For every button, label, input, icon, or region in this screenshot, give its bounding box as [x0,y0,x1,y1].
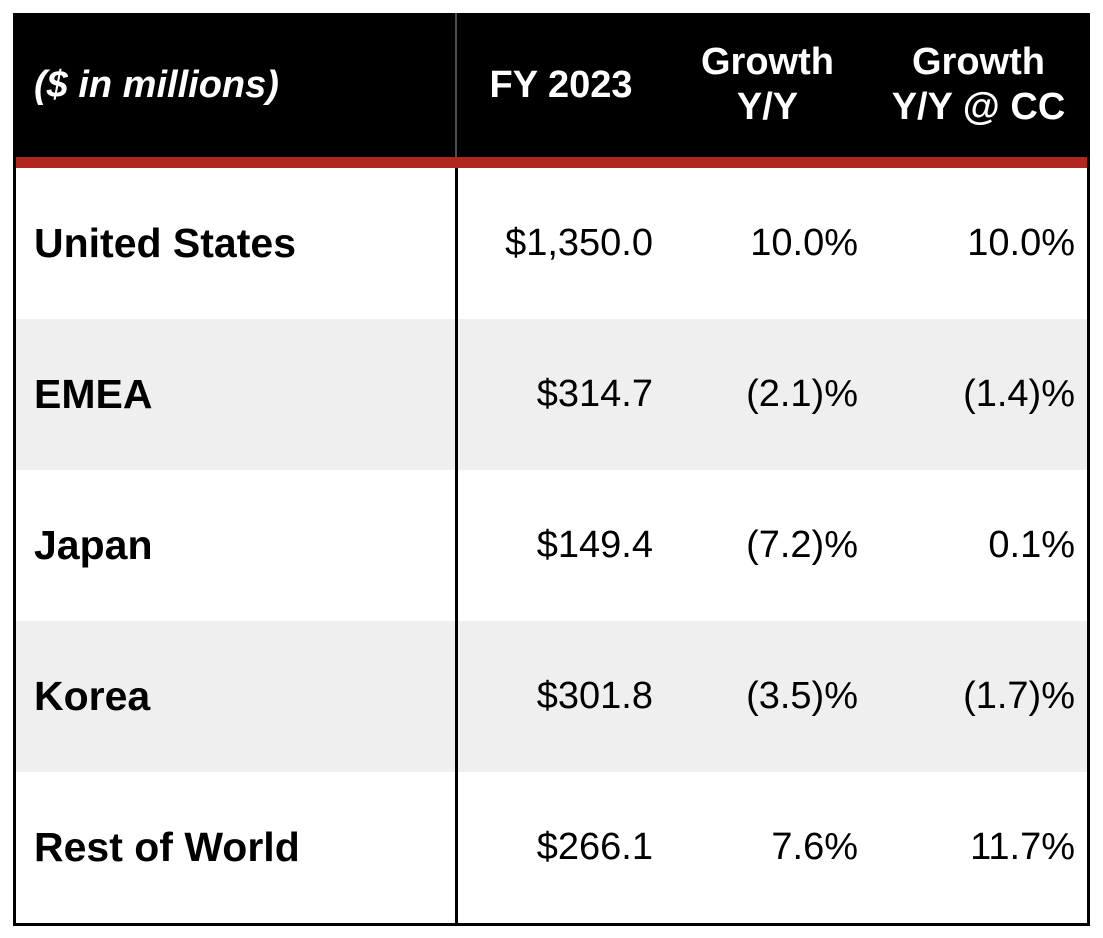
growth-yy-cc-value: 11.7% [970,826,1075,868]
row-label: EMEA [34,371,153,417]
growth-yy-cc-value: 0.1% [988,524,1075,566]
row-label: Korea [34,673,151,719]
table-row-korea: Korea $301.8 (3.5)% (1.7)% [16,621,1087,772]
header-line-1: FY 2023 [489,63,633,106]
column-header-fy2023: FY 2023 [455,13,665,157]
table-row-japan: Japan $149.4 (7.2)% 0.1% [16,470,1087,621]
header-line-1: Growth [912,41,1045,84]
regional-revenue-table: ($ in millions) FY 2023 Growth Y/Y Growt… [13,13,1090,926]
row-label: Rest of World [34,824,300,870]
fy2023-value: $314.7 [455,319,665,470]
header-line-1: Growth [701,41,834,84]
growth-yy-value: (7.2)% [746,524,858,566]
growth-yy-value: (3.5)% [746,675,858,717]
header-line-2: Y/Y [736,86,799,128]
column-header-unit-note: ($ in millions) [16,13,455,157]
header-line-2: Y/Y @ CC [891,86,1066,128]
table-row-emea: EMEA $314.7 (2.1)% (1.4)% [16,319,1087,470]
unit-note-text: ($ in millions) [34,63,279,106]
fy2023-value: $149.4 [455,470,665,621]
fy2023-value: $301.8 [455,621,665,772]
growth-yy-cc-value: (1.7)% [963,675,1075,717]
row-label: Japan [34,522,153,568]
growth-yy-cc-value: (1.4)% [963,373,1075,415]
row-label: United States [34,220,296,266]
growth-yy-cc-value: 10.0% [967,222,1075,264]
table-row-rest-of-world: Rest of World $266.1 7.6% 11.7% [16,772,1087,923]
column-header-growth-yy: Growth Y/Y [665,13,870,157]
growth-yy-value: 10.0% [750,222,858,264]
growth-yy-value: 7.6% [771,826,858,868]
red-accent-rule [16,157,1087,168]
table-row-united-states: United States $1,350.0 10.0% 10.0% [16,168,1087,319]
growth-yy-value: (2.1)% [746,373,858,415]
fy2023-value: $1,350.0 [455,168,665,319]
table-header-row: ($ in millions) FY 2023 Growth Y/Y Growt… [16,13,1087,157]
fy2023-value: $266.1 [455,772,665,923]
column-header-growth-yy-cc: Growth Y/Y @ CC [870,13,1087,157]
